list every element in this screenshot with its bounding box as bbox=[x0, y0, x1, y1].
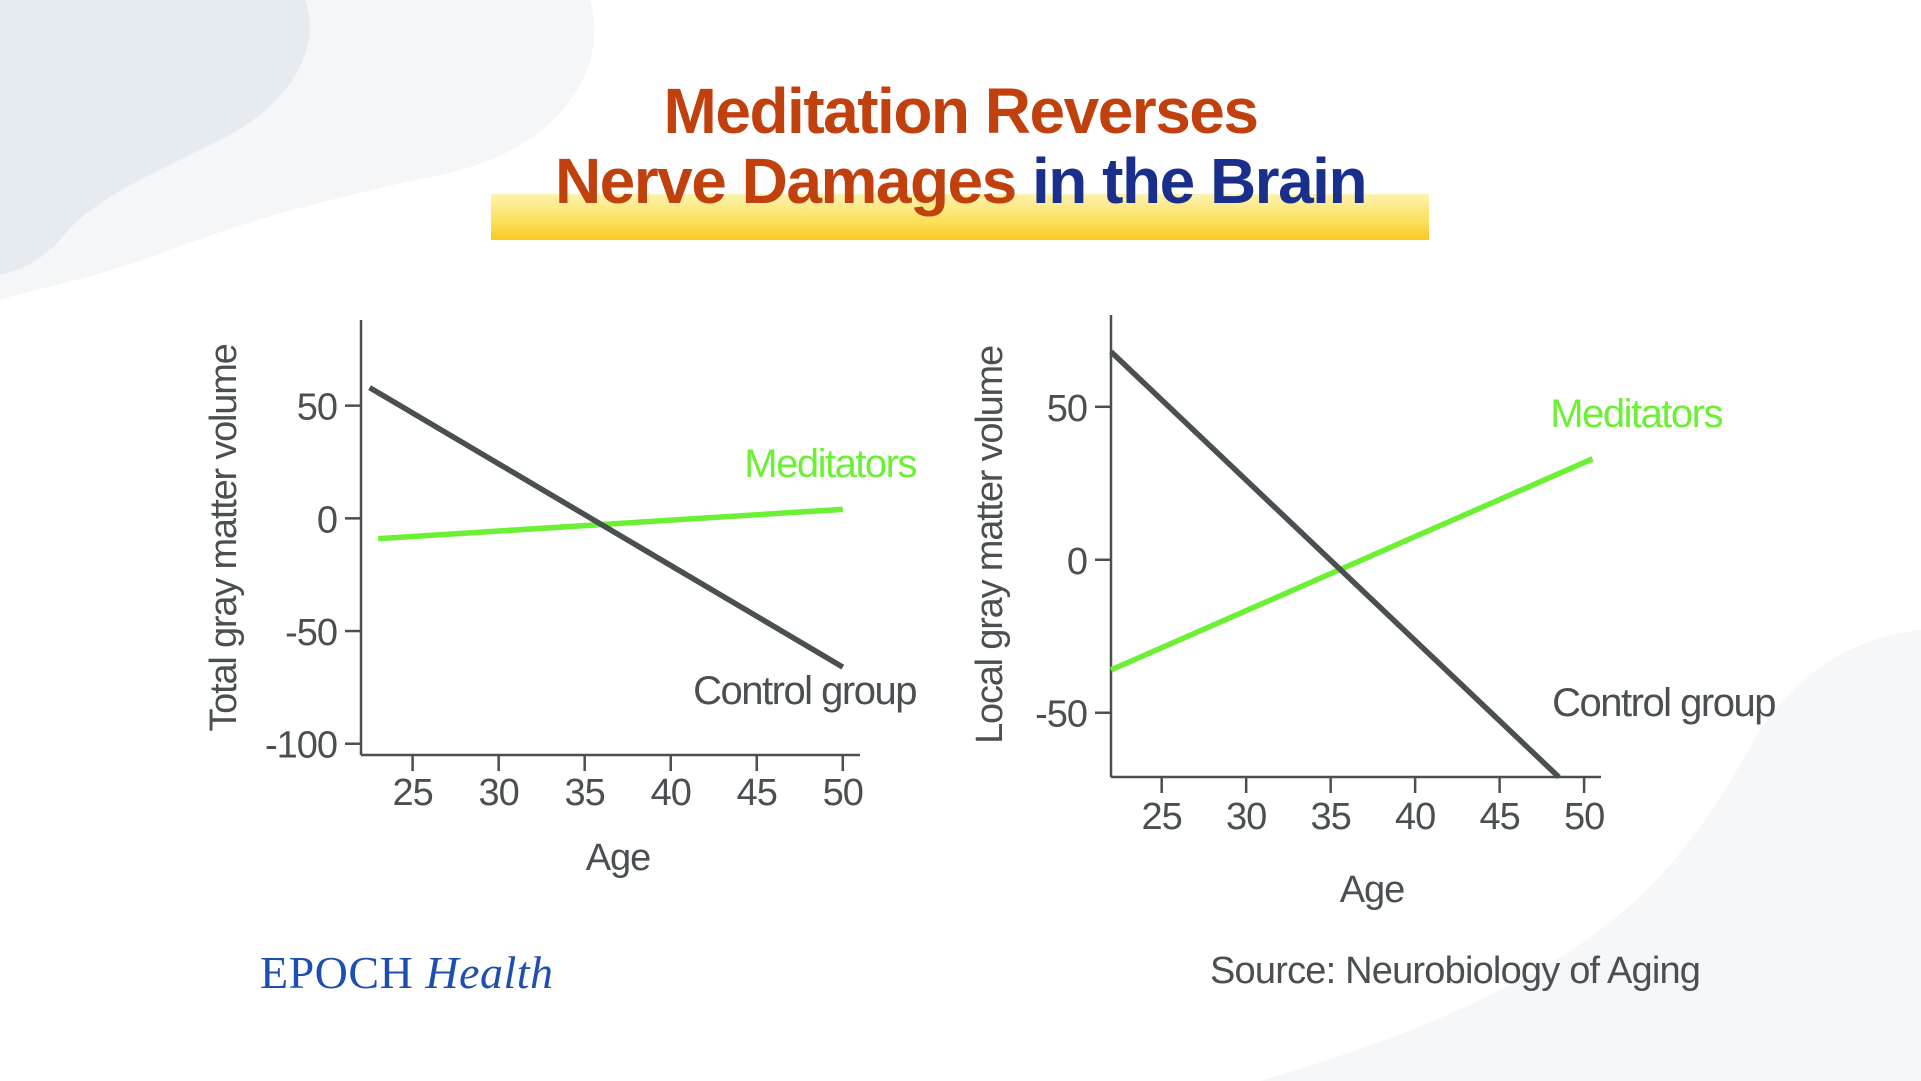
x-tick-label: 50 bbox=[823, 772, 863, 814]
x-tick-label: 30 bbox=[1226, 796, 1266, 838]
title-line-2-orange-text: Nerve Damages bbox=[554, 145, 1017, 217]
title-line-1-text: Meditation Reverses bbox=[663, 75, 1259, 147]
series-line-meditators bbox=[378, 506, 843, 542]
series-label-control-group: Control group bbox=[1552, 681, 1775, 725]
y-axis-label: Total gray matter volume bbox=[203, 344, 245, 731]
y-tick-label: -50 bbox=[1035, 694, 1087, 736]
y-tick-label: 0 bbox=[317, 499, 337, 541]
x-tick-label: 35 bbox=[1311, 796, 1351, 838]
x-tick-label: 40 bbox=[651, 772, 691, 814]
title-highlight-bar bbox=[491, 194, 1429, 240]
x-tick-label: 25 bbox=[1142, 796, 1182, 838]
y-tick-label: 0 bbox=[1067, 541, 1087, 583]
background-blob-corner bbox=[1260, 630, 1921, 1081]
title-line-1: Meditation Reverses bbox=[0, 76, 1921, 146]
y-tick-label: -100 bbox=[265, 725, 337, 767]
logo-health-text: Health bbox=[413, 947, 554, 998]
x-tick-label: 40 bbox=[1395, 796, 1435, 838]
series-line-control-group bbox=[368, 385, 845, 670]
x-tick-label: 45 bbox=[737, 772, 777, 814]
y-tick-label: 50 bbox=[297, 387, 337, 429]
x-tick-label: 50 bbox=[1564, 796, 1604, 838]
x-tick-label: 30 bbox=[479, 772, 519, 814]
title-line-2: Nerve Damages in the Brain bbox=[0, 146, 1921, 216]
x-tick-label: 45 bbox=[1479, 796, 1519, 838]
logo-epoch-text: EPOCH bbox=[260, 947, 414, 998]
y-tick-label: -50 bbox=[285, 612, 337, 654]
x-axis-label: Age bbox=[1340, 869, 1405, 911]
y-tick-label: 50 bbox=[1047, 388, 1087, 430]
series-label-meditators: Meditators bbox=[744, 442, 916, 486]
series-label-meditators: Meditators bbox=[1550, 392, 1722, 436]
series-label-control-group: Control group bbox=[693, 669, 916, 713]
x-tick-label: 25 bbox=[392, 772, 432, 814]
series-line-control-group bbox=[1109, 349, 1561, 779]
y-axis-label: Local gray matter volume bbox=[969, 346, 1011, 744]
background-blob-dark bbox=[0, 0, 310, 275]
epoch-health-logo: EPOCH Health bbox=[260, 946, 554, 999]
source-citation: Source: Neurobiology of Aging bbox=[1210, 950, 1701, 992]
x-tick-label: 35 bbox=[565, 772, 605, 814]
series-line-meditators bbox=[1109, 456, 1594, 673]
title-line-2-blue-text: in the Brain bbox=[1015, 145, 1368, 217]
x-axis-label: Age bbox=[586, 837, 651, 879]
